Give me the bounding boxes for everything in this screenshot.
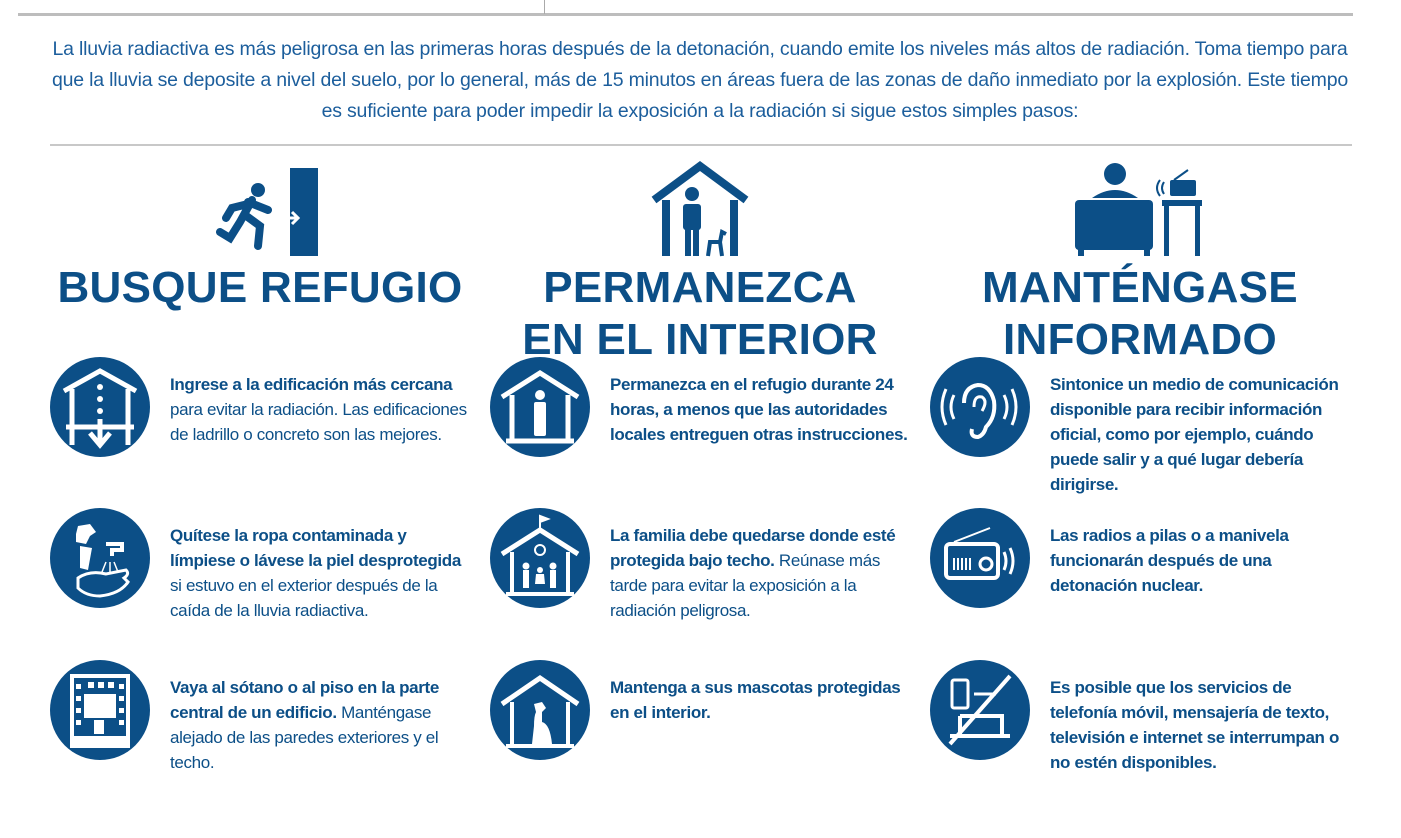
person-tv-radio-icon bbox=[1075, 163, 1202, 256]
family-school-icon bbox=[490, 508, 590, 608]
list-item: Permanezca en el refugio durante 24 hora… bbox=[490, 357, 910, 457]
item-text: Es posible que los servicios de telefoní… bbox=[1050, 675, 1350, 775]
building-center-icon bbox=[50, 660, 150, 760]
radio-icon bbox=[930, 508, 1030, 608]
item-regular-text: si estuvo en el exterior después de la c… bbox=[170, 576, 438, 620]
list-item: La familia debe quedarse donde esté prot… bbox=[490, 508, 910, 623]
person-in-house-icon bbox=[490, 357, 590, 457]
item-bold-text: La familia debe quedarse donde esté prot… bbox=[610, 526, 896, 570]
list-item: Quítese la ropa contaminada y límpiese o… bbox=[50, 508, 470, 623]
item-bold-text: Permanezca en el refugio durante 24 hora… bbox=[610, 375, 908, 444]
dog-in-house-icon bbox=[490, 660, 590, 760]
top-divider bbox=[18, 13, 1353, 16]
item-text: Las radios a pilas o a manivela funciona… bbox=[1050, 523, 1350, 608]
item-regular-text: para evitar la radiación. Las edificacio… bbox=[170, 400, 467, 444]
item-bold-text: Las radios a pilas o a manivela funciona… bbox=[1050, 526, 1289, 595]
intro-text: La lluvia radiactiva es más peligrosa en… bbox=[51, 38, 1349, 122]
item-bold-text: Mantenga a sus mascotas protegidas en el… bbox=[610, 678, 901, 722]
heading-busque-refugio: BUSQUE REFUGIO bbox=[57, 263, 463, 312]
item-bold-text: Ingrese a la edificación más cercana bbox=[170, 375, 453, 394]
list-item: Es posible que los servicios de telefoní… bbox=[930, 660, 1350, 775]
item-text: Ingrese a la edificación más cercana par… bbox=[170, 372, 470, 457]
running-exit-icon bbox=[216, 168, 318, 256]
item-bold-text: Sintonice un medio de comunicación dispo… bbox=[1050, 375, 1339, 494]
item-text: Permanezca en el refugio durante 24 hora… bbox=[610, 372, 910, 457]
item-text: Vaya al sótano o al piso en la parte cen… bbox=[170, 675, 470, 775]
item-text: Sintonice un medio de comunicación dispo… bbox=[1050, 372, 1350, 497]
item-text: Quítese la ropa contaminada y límpiese o… bbox=[170, 523, 470, 623]
heading-permanezca: PERMANEZCA EN EL INTERIOR bbox=[522, 263, 878, 364]
house-down-arrow-icon bbox=[50, 357, 150, 457]
item-bold-text: Quítese la ropa contaminada y límpiese o… bbox=[170, 526, 461, 570]
column-busque-refugio: BUSQUE REFUGIO bbox=[40, 160, 480, 314]
list-item: Sintonice un medio de comunicación dispo… bbox=[930, 357, 1350, 497]
heading-mantengase: MANTÉNGASE INFORMADO bbox=[982, 263, 1298, 364]
item-regular-text: Manténgase alejado de las paredes exteri… bbox=[170, 703, 439, 772]
item-bold-text: Vaya al sótano o al piso en la parte cen… bbox=[170, 678, 439, 722]
item-text: La familia debe quedarse donde esté prot… bbox=[610, 523, 910, 623]
item-bold-text: Es posible que los servicios de telefoní… bbox=[1050, 678, 1339, 772]
no-phone-laptop-icon bbox=[930, 660, 1030, 760]
column-divider bbox=[544, 0, 545, 14]
person-dog-house-icon bbox=[651, 161, 749, 257]
column-mantengase: MANTÉNGASE INFORMADO bbox=[920, 160, 1360, 366]
wash-clothes-hands-icon bbox=[50, 508, 150, 608]
list-item: Las radios a pilas o a manivela funciona… bbox=[930, 508, 1350, 608]
list-item: Vaya al sótano o al piso en la parte cen… bbox=[50, 660, 470, 775]
section-divider bbox=[50, 144, 1352, 146]
list-item: Mantenga a sus mascotas protegidas en el… bbox=[490, 660, 910, 760]
item-regular-text: Reúnase más tarde para evitar la exposic… bbox=[610, 551, 880, 620]
ear-listening-icon bbox=[930, 357, 1030, 457]
column-permanezca: PERMANEZCA EN EL INTERIOR bbox=[480, 160, 920, 366]
list-item: Ingrese a la edificación más cercana par… bbox=[50, 357, 470, 457]
item-text: Mantenga a sus mascotas protegidas en el… bbox=[610, 675, 910, 760]
